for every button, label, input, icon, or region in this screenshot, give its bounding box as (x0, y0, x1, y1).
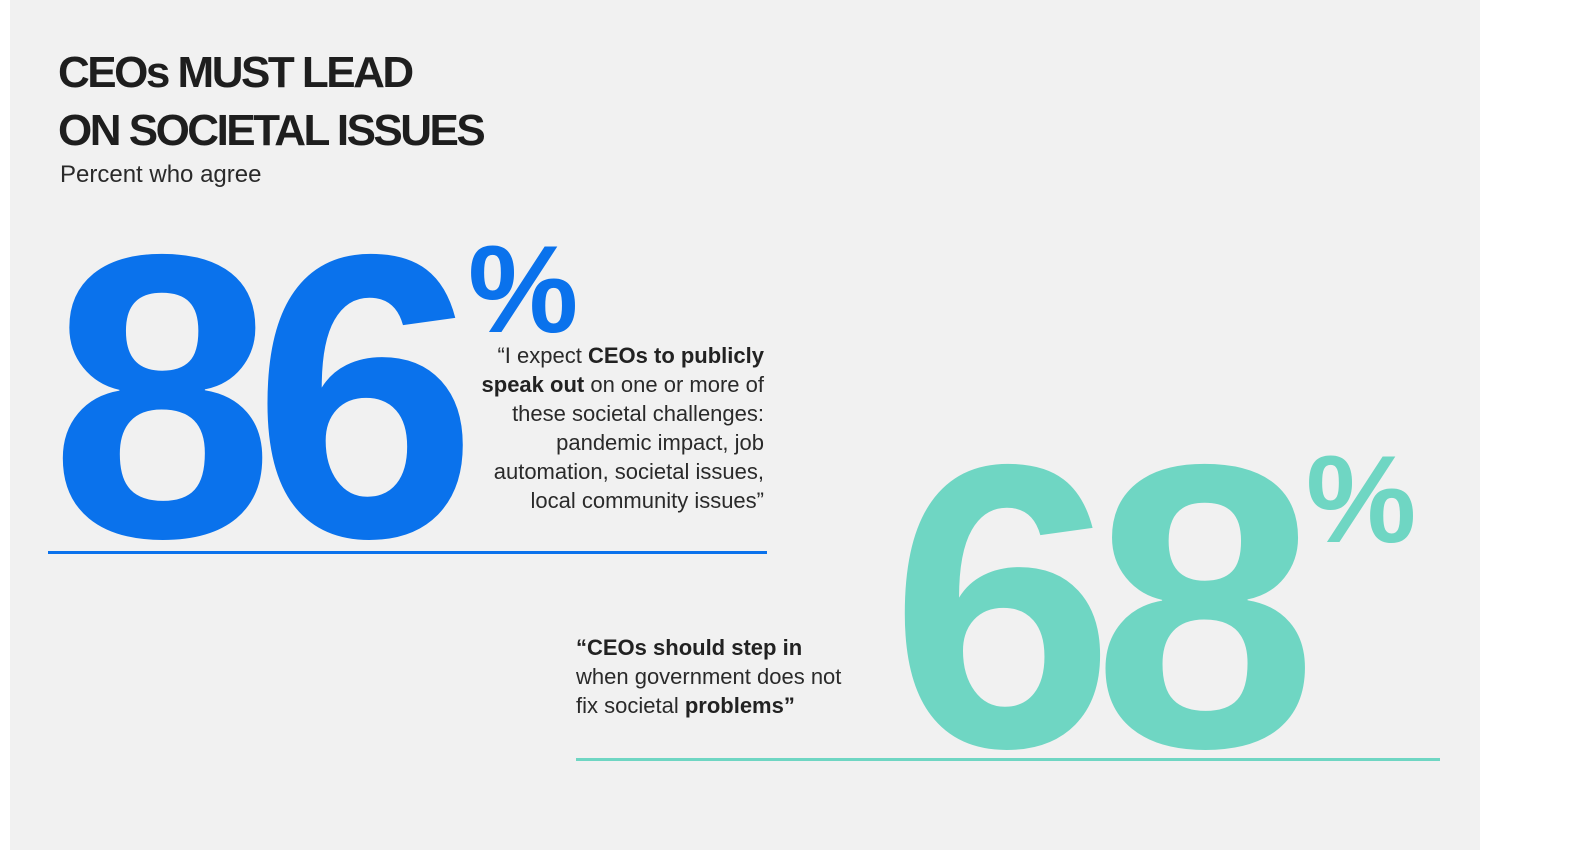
stat-86-quote: “I expect CEOs to publicly speak out on … (462, 341, 764, 515)
quote-segment: CEOs to publicly speak out (481, 343, 764, 397)
stat-86-underline (48, 551, 767, 554)
stat-68-quote: “CEOs should step in when government doe… (576, 633, 842, 720)
quote-segment: “I expect (497, 343, 588, 368)
stat-68-underline (576, 758, 1440, 761)
stat-86-percent-sign: % (468, 221, 579, 359)
stat-68-percent-sign: % (1306, 431, 1417, 569)
infographic-canvas: CEOs MUST LEAD ON SOCIETAL ISSUES Percen… (10, 0, 1480, 850)
title-line-2: ON SOCIETAL ISSUES (58, 106, 486, 155)
stat-68-value: 68 (890, 380, 1317, 832)
infographic-subtitle: Percent who agree (60, 161, 262, 188)
quote-segment: problems” (684, 693, 795, 718)
quote-segment: when government does not fix societal (576, 664, 842, 718)
infographic-title: CEOs MUST LEAD ON SOCIETAL ISSUES (58, 44, 486, 160)
quote-segment: “CEOs should step in (576, 635, 803, 660)
quote-segment: on one or more of these societal challen… (493, 372, 764, 513)
title-line-1: CEOs MUST LEAD (58, 48, 414, 97)
stat-86-value: 86 (50, 170, 477, 622)
